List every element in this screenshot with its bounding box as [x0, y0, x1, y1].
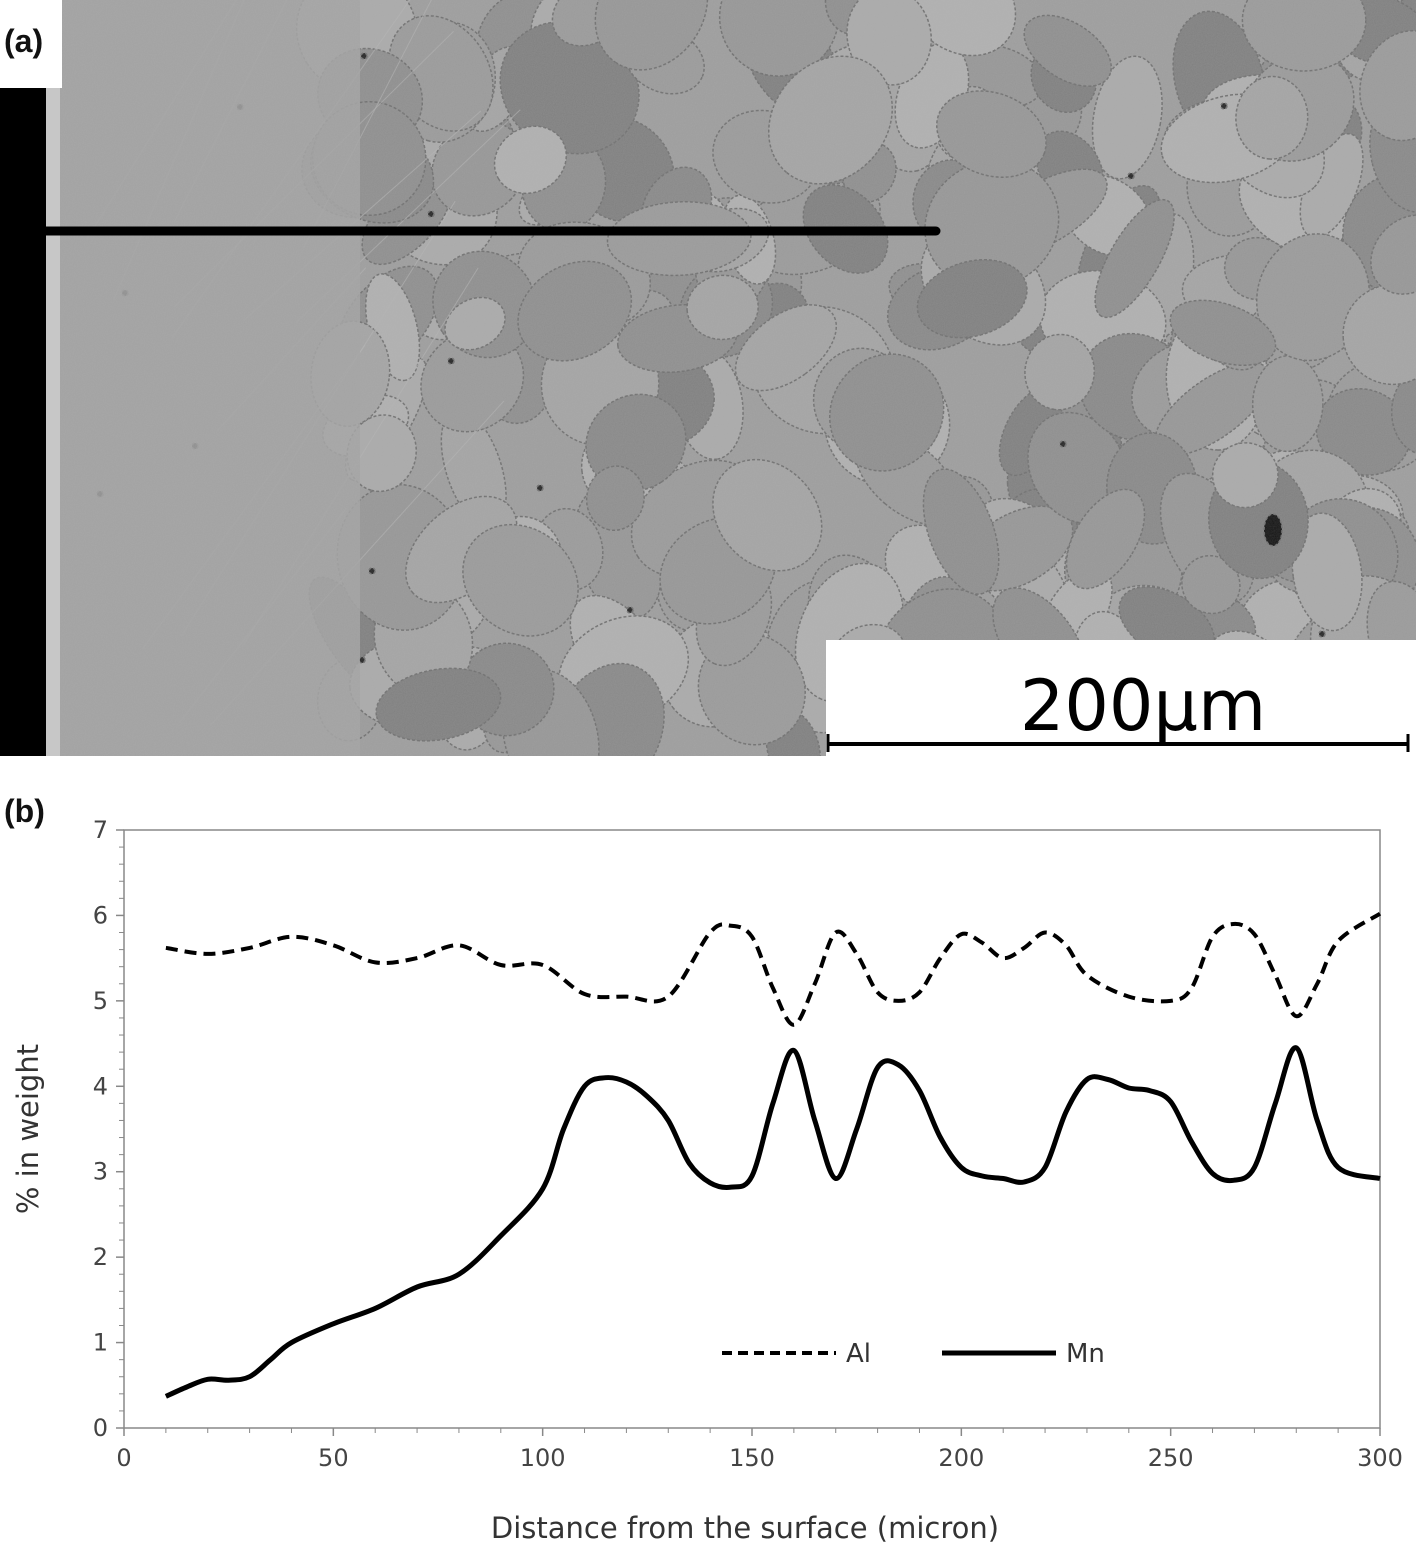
- grain: [936, 90, 1047, 178]
- legend: Al Mn: [722, 1339, 1105, 1369]
- plot-area-frame: [123, 829, 1381, 1429]
- grain: [1065, 488, 1146, 590]
- y-tick-label: 1: [93, 1329, 108, 1357]
- grain: [1091, 55, 1163, 180]
- legend-label-al: Al: [846, 1339, 871, 1369]
- line-chart: (b) 0 50 100 150 200 250 300 0 1 2 3 4 5 6 7 Distance …: [4, 793, 1403, 1545]
- grain: [734, 304, 838, 392]
- grain: [1241, 0, 1367, 72]
- grain: [585, 393, 687, 492]
- grain: [1390, 367, 1416, 456]
- y-tick-label: 4: [93, 1072, 108, 1100]
- grain: [846, 0, 932, 86]
- grain: [1024, 333, 1096, 411]
- specimen-edge: [0, 88, 46, 756]
- x-axis-title: Distance from the surface (micron): [491, 1511, 999, 1545]
- y-tick-label: 2: [93, 1243, 108, 1271]
- grain: [828, 353, 945, 472]
- pore: [368, 567, 376, 575]
- pore: [626, 606, 634, 614]
- legend-label-mn: Mn: [1066, 1339, 1105, 1369]
- pore: [536, 484, 544, 492]
- axis-ticks: 0 50 100 150 200 250 300 0 1 2 3 4 5 6 7: [93, 816, 1403, 1472]
- grain: [1211, 442, 1279, 509]
- grain: [1291, 512, 1363, 632]
- grain: [1094, 198, 1175, 319]
- grain: [1169, 299, 1277, 367]
- grain: [1359, 29, 1416, 142]
- series-line-al: [165, 911, 1382, 1027]
- grain: [585, 465, 645, 532]
- grain: [768, 55, 893, 185]
- scale-bar-label: 200µm: [1020, 665, 1266, 747]
- panel-a-label-box: [0, 0, 62, 88]
- grain: [375, 667, 502, 742]
- y-tick-label: 5: [93, 987, 108, 1015]
- pore: [1318, 630, 1326, 638]
- grain: [1235, 75, 1309, 160]
- grain: [462, 523, 579, 637]
- pore: [1263, 513, 1283, 547]
- pore: [427, 210, 435, 218]
- x-tick-label: 250: [1148, 1444, 1194, 1472]
- pore: [1127, 172, 1135, 180]
- grain: [517, 260, 633, 362]
- y-tick-label: 6: [93, 901, 108, 929]
- panel-a-label: (a): [4, 23, 43, 59]
- x-tick-label: 100: [520, 1444, 566, 1472]
- y-tick-label: 0: [93, 1414, 108, 1442]
- scale-bar-box: [826, 640, 1416, 756]
- grain: [606, 201, 752, 277]
- grain: [916, 259, 1028, 339]
- pore: [447, 357, 455, 365]
- x-tick-label: 150: [729, 1444, 775, 1472]
- panel-b-label: (b): [4, 793, 45, 829]
- grain: [712, 458, 823, 572]
- x-tick-label: 0: [116, 1444, 131, 1472]
- series-line-mn: [164, 1045, 1381, 1399]
- grain: [718, 0, 840, 77]
- grain: [686, 274, 759, 341]
- grain: [922, 468, 1000, 595]
- pore: [1220, 102, 1228, 110]
- pore: [358, 656, 366, 664]
- series-layer: [164, 911, 1382, 1399]
- pore: [1059, 440, 1067, 448]
- x-tick-label: 200: [938, 1444, 984, 1472]
- grain: [1370, 214, 1416, 295]
- grain: [594, 0, 709, 71]
- grain: [444, 296, 506, 351]
- pore: [360, 52, 368, 60]
- sem-micrograph: (a) 200µm: [0, 0, 1416, 756]
- grain: [1023, 14, 1112, 87]
- grain: [924, 159, 1060, 290]
- y-tick-label: 3: [93, 1158, 108, 1186]
- grain: [493, 125, 568, 195]
- y-axis-title: % in weight: [11, 1044, 45, 1214]
- x-tick-label: 300: [1357, 1444, 1403, 1472]
- x-tick-label: 50: [318, 1444, 349, 1472]
- y-tick-label: 7: [93, 816, 108, 844]
